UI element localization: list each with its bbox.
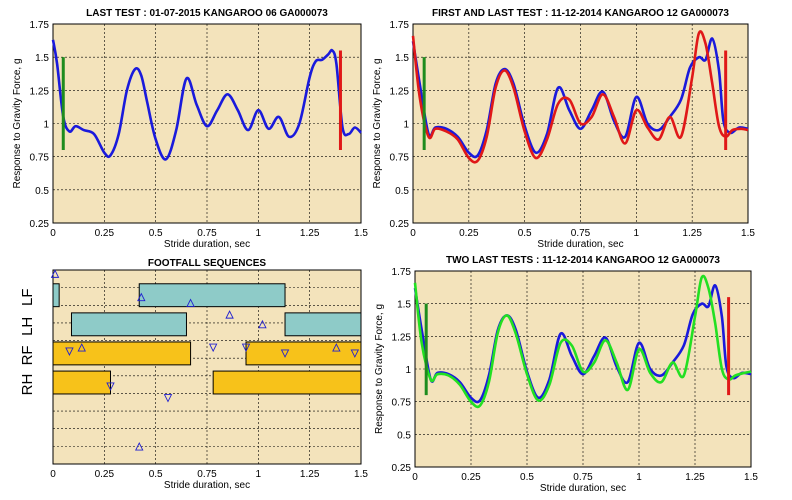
y-axis-label: Response to Gravity Force, g (12, 58, 23, 188)
x-tick-label: 0.25 (95, 469, 115, 480)
triangle-marker-up (332, 343, 341, 352)
row-label-rh: RH (19, 374, 36, 396)
triangle-marker-up (258, 319, 267, 329)
x-axis-label: Stride duration, sec (537, 239, 623, 250)
series-line-2 (413, 274, 752, 409)
triangle-marker-up (77, 343, 86, 352)
footfall-bar-rf (245, 341, 362, 366)
y-axis-label: Response to Gravity Force, g (374, 304, 385, 434)
x-axis-label: Stride duration, sec (164, 239, 250, 250)
triangle-marker-up (135, 442, 144, 451)
x-tick-label: 0 (410, 228, 416, 239)
y-tick-label: 1.5 (35, 53, 49, 64)
y-tick-label: 1.25 (392, 332, 412, 343)
triangle-marker-down (241, 343, 251, 353)
x-tick-label: 0.25 (461, 472, 481, 483)
chart-panel-2: FIRST AND LAST TEST : 11-12-2014 KANGARO… (372, 8, 755, 250)
row-label-lf: LF (19, 288, 36, 306)
x-tick-label: 0.5 (518, 228, 532, 239)
x-tick-label: 0.75 (197, 228, 217, 239)
triangle-marker-up (225, 310, 234, 319)
x-tick-label: 1.5 (741, 228, 755, 239)
x-axis-label: Stride duration, sec (164, 480, 250, 491)
chart-panel-1: LAST TEST : 01-07-2015 KANGAROO 06 GA000… (12, 8, 368, 250)
y-tick-label: 0.25 (390, 219, 410, 230)
x-tick-label: 1 (256, 469, 262, 480)
x-tick-label: 0.5 (149, 228, 163, 239)
x-tick-label: 0.5 (520, 472, 534, 483)
y-tick-label: 1 (403, 120, 409, 131)
x-tick-label: 0 (412, 472, 418, 483)
y-tick-label: 1.75 (390, 20, 410, 31)
x-tick-label: 1.25 (300, 469, 320, 480)
footfall-bar-rh (52, 370, 111, 395)
x-tick-label: 0.25 (459, 228, 479, 239)
triangle-marker-down (208, 343, 218, 353)
y-axis-label: Response to Gravity Force, g (372, 58, 383, 188)
triangle-marker-down (106, 382, 115, 391)
x-tick-label: 0.25 (95, 228, 115, 239)
x-tick-label: 1.25 (685, 472, 705, 483)
footfall-bar-lf (138, 283, 286, 308)
x-tick-label: 0.75 (197, 469, 217, 480)
x-tick-label: 1.5 (354, 469, 368, 480)
y-tick-label: 0.75 (390, 153, 410, 164)
x-axis-label: Stride duration, sec (540, 483, 626, 494)
y-tick-label: 1.5 (397, 300, 411, 311)
x-tick-label: 1.25 (682, 228, 702, 239)
chart-title: FOOTFALL SEQUENCES (148, 258, 266, 269)
row-label-lh: LH (19, 317, 36, 336)
chart-title: LAST TEST : 01-07-2015 KANGAROO 06 GA000… (86, 8, 328, 19)
y-tick-label: 1.25 (390, 86, 410, 97)
x-tick-label: 0 (50, 469, 56, 480)
x-tick-label: 1 (256, 228, 262, 239)
y-tick-label: 0.75 (392, 398, 412, 409)
series-line-2 (411, 30, 749, 164)
chart-title: TWO LAST TESTS : 11-12-2014 KANGAROO 12 … (446, 255, 720, 266)
footfall-bar-lh (70, 312, 187, 337)
x-tick-label: 0.75 (573, 472, 593, 483)
chart-panel-3: FOOTFALL SEQUENCES 0 0.25 0.5 0.75 1 1.25 1.5 St… (19, 258, 368, 491)
triangle-marker-down (163, 394, 173, 403)
triangle-marker-down (65, 347, 74, 356)
y-tick-label: 1.5 (395, 53, 409, 64)
y-tick-label: 0.5 (35, 186, 49, 197)
y-tick-label: 0.25 (30, 219, 50, 230)
triangle-marker-down (350, 349, 360, 358)
series-line-1 (51, 39, 362, 161)
footfall-bar-rh (212, 370, 362, 395)
y-tick-label: 0.5 (395, 186, 409, 197)
x-tick-label: 0 (50, 228, 56, 239)
x-tick-label: 1.5 (354, 228, 368, 239)
y-tick-label: 1.75 (30, 20, 50, 31)
y-tick-label: 1.25 (30, 86, 50, 97)
y-tick-label: 1 (405, 365, 411, 376)
x-tick-label: 1 (636, 472, 642, 483)
footfall-bar-lh (284, 312, 362, 337)
footfall-bar-rf (52, 341, 192, 366)
x-tick-label: 0.5 (149, 469, 163, 480)
y-tick-label: 1.75 (392, 267, 412, 278)
x-tick-label: 1 (634, 228, 640, 239)
triangle-marker-up (186, 298, 195, 307)
series-line-1 (413, 284, 752, 404)
chart-title: FIRST AND LAST TEST : 11-12-2014 KANGARO… (432, 8, 729, 19)
row-label-rf: RF (19, 345, 36, 365)
chart-panel-4: TWO LAST TESTS : 11-12-2014 KANGAROO 12 … (374, 255, 758, 494)
y-tick-label: 1 (43, 120, 49, 131)
x-tick-label: 1.25 (300, 228, 320, 239)
y-tick-label: 0.75 (30, 153, 50, 164)
triangle-marker-down (280, 349, 290, 358)
triangle-marker-up (137, 292, 146, 302)
footfall-bar-lf (52, 283, 60, 308)
y-tick-label: 0.5 (397, 430, 411, 441)
x-tick-label: 0.75 (571, 228, 591, 239)
triangle-marker-up (50, 269, 60, 278)
x-tick-label: 1.5 (744, 472, 758, 483)
y-tick-label: 0.25 (392, 463, 412, 474)
